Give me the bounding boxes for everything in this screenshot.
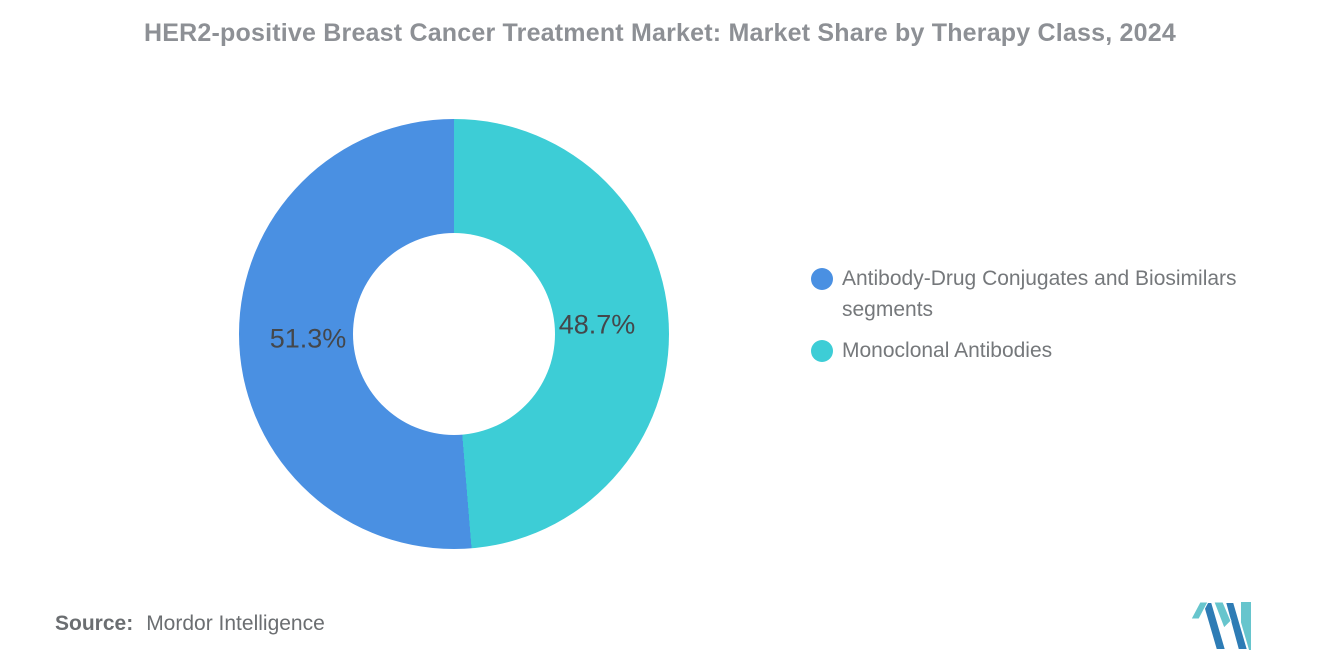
source-value: Mordor Intelligence <box>146 612 325 635</box>
mordor-intelligence-logo-icon <box>1191 601 1251 651</box>
donut-hole <box>353 233 555 435</box>
source-label: Source: <box>55 612 134 635</box>
legend-marker-adc-icon <box>811 268 833 290</box>
legend-item-adc: Antibody-Drug Conjugates and Biosimilars… <box>811 263 1281 325</box>
chart-legend: Antibody-Drug Conjugates and Biosimilars… <box>811 263 1281 376</box>
slice-label-mab: 48.7% <box>558 309 636 340</box>
legend-item-mab: Monoclonal Antibodies <box>811 335 1281 366</box>
legend-label-mab: Monoclonal Antibodies <box>842 339 1053 362</box>
chart-title: HER2-positive Breast Cancer Treatment Ma… <box>0 13 1320 54</box>
chart-title-text: HER2-positive Breast Cancer Treatment Ma… <box>144 19 1176 47</box>
slice-label-adc: 51.3% <box>269 323 347 354</box>
donut-chart: 51.3% 48.7% <box>239 119 669 549</box>
legend-marker-mab-icon <box>811 340 833 362</box>
legend-label-adc: Antibody-Drug Conjugates and Biosimilars… <box>842 267 1237 321</box>
source-attribution: Source: Mordor Intelligence <box>55 612 325 636</box>
